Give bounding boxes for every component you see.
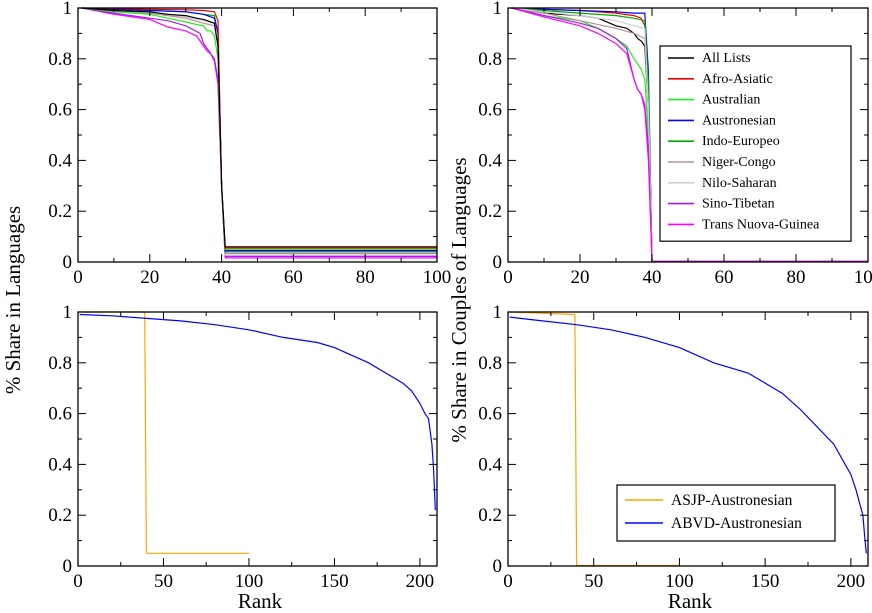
x-tick-label: 50 bbox=[154, 571, 173, 592]
y-tick-label: 0 bbox=[63, 556, 73, 577]
y-tick-label: 0.8 bbox=[478, 353, 502, 374]
legend-top-right: All Lists Afro-Asiatic Australian Austrones… bbox=[659, 45, 852, 242]
x-tick-label: 0 bbox=[503, 571, 513, 592]
series-asjp-austronesian bbox=[79, 311, 249, 554]
panel-bottom-right: 0 50 100 150 200 0 0.2 0.4 0.6 0.8 1 bbox=[478, 302, 869, 592]
x-tick-label: 20 bbox=[571, 267, 590, 288]
series-nilo-saharan bbox=[81, 7, 437, 256]
series-austronesian bbox=[81, 7, 437, 252]
legend-bottom-right: ASJP-Austronesian ABVD-Austronesian bbox=[616, 484, 836, 542]
x-tick-label: 80 bbox=[356, 267, 375, 288]
ylabel-right: % Share in Couples of Languages bbox=[447, 157, 471, 442]
legend-label-australian: Australian bbox=[702, 93, 760, 108]
y-tick-label: 0 bbox=[63, 252, 73, 273]
x-tick-label: 100 bbox=[665, 571, 694, 592]
x-tick-label: 20 bbox=[140, 267, 159, 288]
legend-label-abvd-austronesian: ABVD-Austronesian bbox=[671, 515, 802, 532]
x-tick-label: 150 bbox=[751, 571, 780, 592]
y-tick-label: 0.2 bbox=[478, 201, 502, 222]
series-niger-congo bbox=[81, 7, 437, 254]
y-tick-label: 0.6 bbox=[478, 404, 502, 425]
x-tick-label: 200 bbox=[837, 571, 866, 592]
y-tick-label: 0.2 bbox=[48, 201, 72, 222]
legend-label-niger-congo: Niger-Congo bbox=[702, 155, 776, 170]
y-tick-label: 1 bbox=[63, 302, 73, 323]
y-tick-label: 0.2 bbox=[478, 505, 502, 526]
y-tick-label: 1 bbox=[63, 0, 73, 19]
y-tick-label: 0.4 bbox=[48, 150, 72, 171]
legend-label-all-lists: All Lists bbox=[702, 51, 751, 66]
y-tick-label: 0.8 bbox=[478, 49, 502, 70]
x-tick-label: 100 bbox=[854, 267, 872, 288]
legend-label-indo-europeo: Indo-Europeo bbox=[702, 134, 780, 149]
x-tick-label: 100 bbox=[235, 571, 264, 592]
xlabel-bottom-right: Rank bbox=[668, 589, 713, 613]
plot-frame bbox=[77, 311, 438, 567]
panel-top-left: 0 20 40 60 80 100 0 0.2 0.4 0.6 0.8 1 bbox=[48, 0, 451, 288]
plot-frame bbox=[77, 7, 438, 263]
x-tick-label: 0 bbox=[503, 267, 513, 288]
y-tick-label: 0 bbox=[493, 556, 503, 577]
x-tick-label: 0 bbox=[73, 267, 83, 288]
series-indo-europeo bbox=[81, 7, 437, 253]
y-tick-label: 0.6 bbox=[48, 100, 72, 121]
x-tick-label: 60 bbox=[715, 267, 734, 288]
y-tick-label: 0.6 bbox=[478, 100, 502, 121]
panel-bottom-left: 0 50 100 150 200 0 0.2 0.4 0.6 0.8 1 bbox=[48, 302, 438, 592]
y-tick-label: 0.4 bbox=[48, 454, 72, 475]
y-tick-label: 0.4 bbox=[478, 454, 502, 475]
series-australian bbox=[81, 7, 437, 250]
series-trans-nuova-guinea bbox=[81, 7, 437, 259]
y-tick-label: 0.4 bbox=[478, 150, 502, 171]
x-tick-label: 150 bbox=[320, 571, 349, 592]
x-tick-label: 100 bbox=[423, 267, 452, 288]
series-trans-nuova-guinea bbox=[511, 7, 868, 263]
ylabel-left: % Share in Languages bbox=[1, 206, 25, 394]
series-all-lists bbox=[81, 7, 437, 248]
series-abvd-austronesian bbox=[509, 316, 867, 554]
xlabel-bottom-left: Rank bbox=[238, 589, 283, 613]
legend-label-nilo-saharan: Nilo-Saharan bbox=[702, 176, 777, 191]
y-tick-label: 0 bbox=[493, 252, 503, 273]
panel-top-right: 0 20 40 60 80 100 0 0.2 0.4 0.6 0.8 1 bbox=[478, 0, 872, 288]
y-tick-label: 0.8 bbox=[48, 353, 72, 374]
legend-label-austronesian: Austronesian bbox=[702, 113, 776, 128]
x-tick-label: 40 bbox=[212, 267, 231, 288]
x-tick-label: 0 bbox=[73, 571, 83, 592]
y-tick-label: 0.2 bbox=[48, 505, 72, 526]
y-tick-label: 1 bbox=[493, 0, 503, 19]
legend-label-trans-nuova-guinea: Trans Nuova-Guinea bbox=[702, 217, 820, 232]
y-tick-label: 1 bbox=[493, 302, 503, 323]
x-tick-label: 200 bbox=[406, 571, 435, 592]
x-tick-label: 80 bbox=[787, 267, 806, 288]
legend-label-afro-asiatic: Afro-Asiatic bbox=[702, 72, 773, 87]
y-tick-label: 0.6 bbox=[48, 404, 72, 425]
y-tick-label: 0.8 bbox=[48, 49, 72, 70]
series-afro-asiatic bbox=[81, 7, 437, 249]
x-tick-label: 60 bbox=[284, 267, 303, 288]
series-sino-tibetan bbox=[81, 7, 437, 257]
series-abvd-austronesian bbox=[79, 313, 436, 511]
legend-label-sino-tibetan: Sino-Tibetan bbox=[702, 197, 775, 212]
legend-label-asjp-austronesian: ASJP-Austronesian bbox=[671, 492, 793, 509]
x-tick-label: 40 bbox=[643, 267, 662, 288]
x-tick-label: 50 bbox=[584, 571, 603, 592]
legend-box bbox=[616, 484, 836, 542]
